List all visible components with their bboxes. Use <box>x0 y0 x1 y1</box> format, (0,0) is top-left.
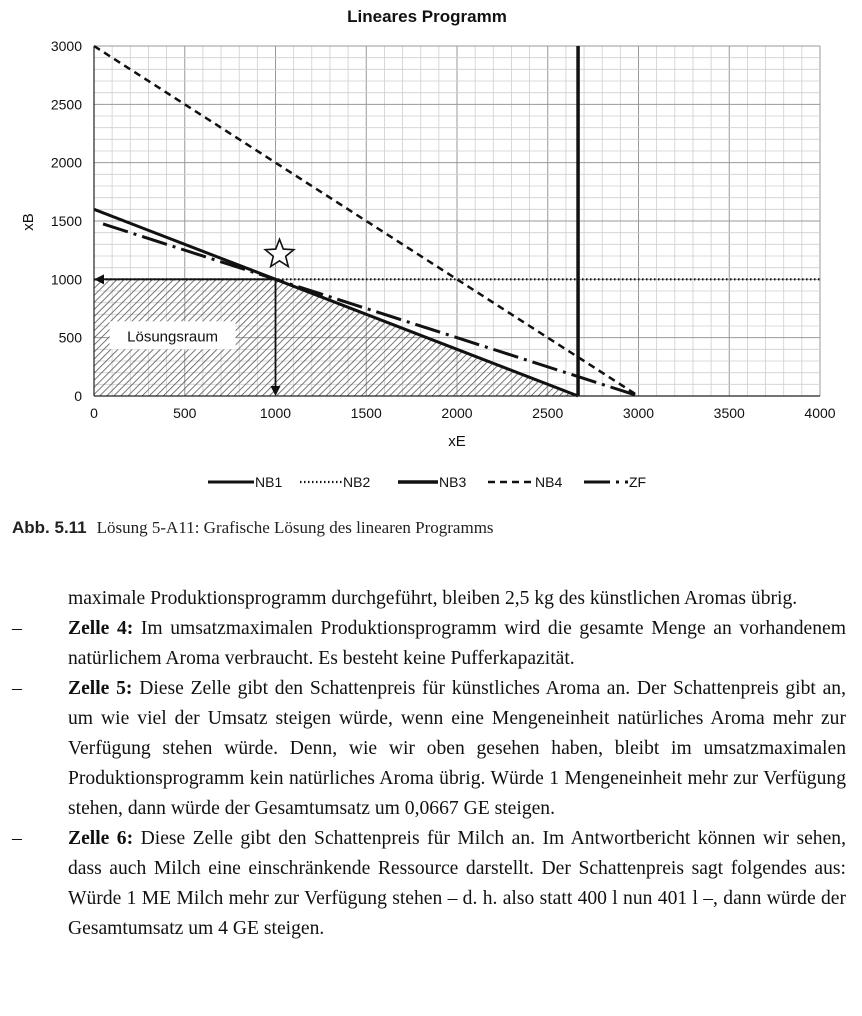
series-line-nb1 <box>93 207 579 398</box>
figure-number: Abb. 5.11 <box>12 518 87 537</box>
x-tick-label: 2500 <box>532 405 563 421</box>
continuation-paragraph: maximale Produktionsprogramm durchgeführ… <box>68 588 798 609</box>
x-tick-label: 1500 <box>351 405 382 421</box>
x-tick-label: 4000 <box>804 405 835 421</box>
y-tick-label: 2000 <box>51 155 82 171</box>
legend-label-zf: ZF <box>629 474 646 490</box>
grid <box>93 45 821 397</box>
legend-label-nb4: NB4 <box>535 474 562 490</box>
y-tick-label: 3000 <box>51 38 82 54</box>
arrowhead-left <box>94 274 104 285</box>
y-axis-label: xB <box>20 213 37 231</box>
legend-label-nb2: NB2 <box>343 474 370 490</box>
annotation-label: Lösungsraum <box>127 328 218 345</box>
x-tick-label: 0 <box>90 405 98 421</box>
item-text: Diese Zelle gibt den Schattenpreis für M… <box>68 828 846 939</box>
body-text: maximale Produktionsprogramm durchgeführ… <box>12 584 846 944</box>
legend-label-nb3: NB3 <box>439 474 466 490</box>
series-line-zf <box>102 222 639 398</box>
x-axis-label: xE <box>448 433 466 450</box>
list-item: – Zelle 4: Im umsatzmaximalen Produktions… <box>12 614 846 674</box>
x-tick-label: 2000 <box>441 405 472 421</box>
optimum-star-icon <box>263 237 296 269</box>
x-tick-label: 3500 <box>714 405 745 421</box>
figure-caption-text: Lösung 5-A11: Grafische Lösung des linea… <box>96 518 494 537</box>
legend: NB1 NB2 NB3 NB4 ZF <box>208 474 646 490</box>
y-tick-label: 2500 <box>51 96 82 112</box>
y-tick-label: 1500 <box>51 213 82 229</box>
annotations: Lösungsraum <box>94 237 296 396</box>
legend-label-nb1: NB1 <box>255 474 282 490</box>
feasible-region <box>94 279 579 396</box>
axes: 0 500 1000 1500 2000 2500 3000 3500 4000 0 500 1000… <box>51 38 836 421</box>
chart: Lineares Programm Lösungsraum 0 500 1000 15… <box>20 7 836 490</box>
x-tick-label: 3000 <box>623 405 654 421</box>
x-tick-label: 500 <box>173 405 197 421</box>
list-dash: – <box>12 828 22 849</box>
item-text: Diese Zelle gibt den Schattenpreis für k… <box>68 678 846 819</box>
item-label: Zelle 4: <box>68 618 134 639</box>
item-text: Im umsatzmaximalen Produktionsprogramm w… <box>68 618 846 669</box>
feasible-region-hatch <box>94 279 579 396</box>
list-item: – Zelle 6: Diese Zelle gibt den Schattenp… <box>12 824 846 944</box>
list-dash: – <box>12 618 22 639</box>
list-dash: – <box>12 678 22 699</box>
x-tick-label: 1000 <box>260 405 291 421</box>
item-label: Zelle 6: <box>68 828 134 849</box>
y-tick-label: 1000 <box>51 271 82 287</box>
figure-caption: Abb. 5.11 Lösung 5-A11: Grafische Lösung … <box>12 518 494 538</box>
y-tick-label: 0 <box>74 388 82 404</box>
y-tick-label: 500 <box>59 330 83 346</box>
annotation-box <box>109 321 236 350</box>
item-label: Zelle 5: <box>68 678 133 699</box>
arrowhead-down <box>270 386 281 396</box>
list-item: – Zelle 5: Diese Zelle gibt den Schattenp… <box>12 674 846 824</box>
chart-title: Lineares Programm <box>347 7 507 26</box>
